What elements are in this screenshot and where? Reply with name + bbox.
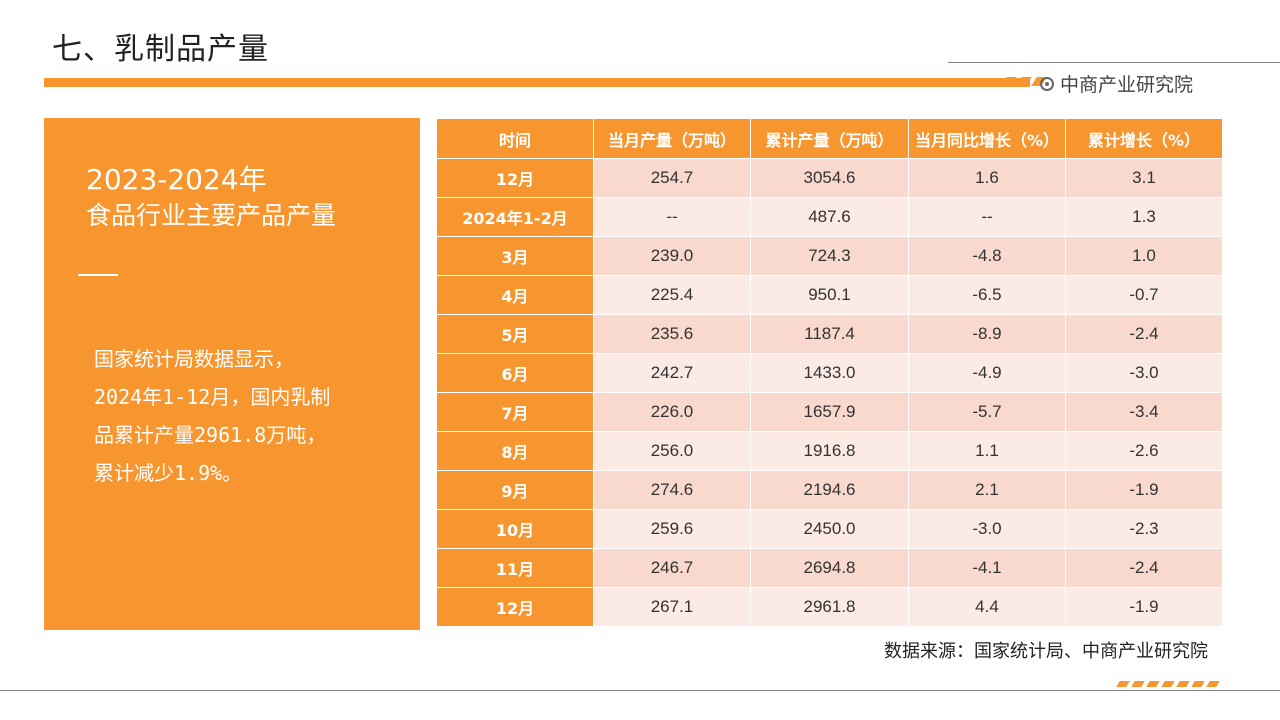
table-cell: 4.4 (908, 587, 1066, 627)
panel-year: 2023-2024年 (86, 163, 267, 196)
table-cell: -4.9 (908, 353, 1066, 393)
table-cell: 487.6 (750, 197, 909, 237)
table-row: 8月 256.0 1916.8 1.1 -2.6 (436, 431, 1223, 471)
table-cell: -4.8 (908, 236, 1066, 276)
row-period-cell: 12月 (436, 587, 594, 627)
table-cell: -8.9 (908, 314, 1066, 354)
panel-body-line: 国家统计局数据显示， (94, 347, 294, 371)
table-cell: 254.7 (593, 158, 751, 198)
table-cell: 2.1 (908, 470, 1066, 510)
table-row: 5月 235.6 1187.4 -8.9 -2.4 (436, 314, 1223, 354)
brand-header: 中商产业研究院 (1040, 70, 1193, 97)
table-cell: 242.7 (593, 353, 751, 393)
column-header-cumulative-output: 累计产量（万吨） (750, 118, 909, 159)
row-period-cell: 11月 (436, 548, 594, 588)
data-source-note: 数据来源：国家统计局、中商产业研究院 (884, 641, 1208, 662)
table-cell: 1.0 (1065, 236, 1223, 276)
panel-body-line: 累计减少1.9%。 (94, 461, 243, 485)
row-period-cell: 8月 (436, 431, 594, 471)
page-title: 七、乳制品产量 (52, 32, 269, 67)
brand-name: 中商产业研究院 (1060, 74, 1194, 96)
table-row: 9月 274.6 2194.6 2.1 -1.9 (436, 470, 1223, 510)
title-underline-bar (44, 78, 1030, 87)
row-period-cell: 5月 (436, 314, 594, 354)
table-cell: 950.1 (750, 275, 909, 315)
dairy-production-table: 时间 当月产量（万吨） 累计产量（万吨） 当月同比增长（%） 累计增长（%） 1… (436, 118, 1223, 627)
table-cell: -- (593, 197, 751, 237)
table-cell: -6.5 (908, 275, 1066, 315)
summary-panel: 2023-2024年 食品行业主要产品产量 国家统计局数据显示， 2024年1-… (44, 118, 420, 630)
table-row: 2024年1-2月 -- 487.6 -- 1.3 (436, 197, 1223, 237)
table-cell: -0.7 (1065, 275, 1223, 315)
row-period-cell: 12月 (436, 158, 594, 198)
table-cell: 239.0 (593, 236, 751, 276)
table-cell: -3.4 (1065, 392, 1223, 432)
table-row: 11月 246.7 2694.8 -4.1 -2.4 (436, 548, 1223, 588)
table-row: 10月 259.6 2450.0 -3.0 -2.3 (436, 509, 1223, 549)
row-period-cell: 7月 (436, 392, 594, 432)
panel-body-text: 国家统计局数据显示， 2024年1-12月，国内乳制 品累计产量2961.8万吨… (94, 340, 394, 492)
table-cell: 246.7 (593, 548, 751, 588)
table-cell: 235.6 (593, 314, 751, 354)
table-cell: 2694.8 (750, 548, 909, 588)
table-cell: 2450.0 (750, 509, 909, 549)
table-cell: -4.1 (908, 548, 1066, 588)
panel-body-line: 品累计产量2961.8万吨， (94, 423, 327, 447)
table-cell: -1.9 (1065, 470, 1223, 510)
table-row: 12月 254.7 3054.6 1.6 3.1 (436, 158, 1223, 198)
panel-divider (78, 274, 118, 276)
header-divider-line (948, 62, 1280, 63)
row-period-cell: 2024年1-2月 (436, 197, 594, 237)
table-cell: 724.3 (750, 236, 909, 276)
table-cell: -2.3 (1065, 509, 1223, 549)
table-cell: 1916.8 (750, 431, 909, 471)
table-row: 4月 225.4 950.1 -6.5 -0.7 (436, 275, 1223, 315)
table-cell: 1187.4 (750, 314, 909, 354)
panel-body-line: 2024年1-12月，国内乳制 (94, 385, 331, 409)
table-header-row: 时间 当月产量（万吨） 累计产量（万吨） 当月同比增长（%） 累计增长（%） (436, 118, 1223, 159)
table-row: 6月 242.7 1433.0 -4.9 -3.0 (436, 353, 1223, 393)
brand-logo-icon (1040, 76, 1054, 91)
table-row: 7月 226.0 1657.9 -5.7 -3.4 (436, 392, 1223, 432)
row-period-cell: 10月 (436, 509, 594, 549)
table-cell: 259.6 (593, 509, 751, 549)
table-row: 3月 239.0 724.3 -4.8 1.0 (436, 236, 1223, 276)
table-cell: 267.1 (593, 587, 751, 627)
table-cell: -3.0 (908, 509, 1066, 549)
column-header-monthly-output: 当月产量（万吨） (593, 118, 751, 159)
column-header-time: 时间 (436, 118, 594, 159)
row-period-cell: 6月 (436, 353, 594, 393)
table-cell: 1433.0 (750, 353, 909, 393)
table-cell: 3054.6 (750, 158, 909, 198)
table-cell: -2.4 (1065, 548, 1223, 588)
row-period-cell: 3月 (436, 236, 594, 276)
table-cell: 2194.6 (750, 470, 909, 510)
table-cell: 274.6 (593, 470, 751, 510)
table-cell: 256.0 (593, 431, 751, 471)
table-cell: 1657.9 (750, 392, 909, 432)
row-period-cell: 4月 (436, 275, 594, 315)
table-cell: 225.4 (593, 275, 751, 315)
column-header-cumulative-growth: 累计增长（%） (1065, 118, 1223, 159)
table-cell: 226.0 (593, 392, 751, 432)
table-cell: 1.1 (908, 431, 1066, 471)
table-cell: -3.0 (1065, 353, 1223, 393)
row-period-cell: 9月 (436, 470, 594, 510)
table-cell: 1.3 (1065, 197, 1223, 237)
table-cell: -- (908, 197, 1066, 237)
panel-heading: 食品行业主要产品产量 (86, 201, 337, 230)
footer-stripes-decoration (1116, 681, 1220, 687)
footer-divider-line (0, 690, 1280, 691)
header-stripes-decoration (1001, 77, 1047, 86)
table-cell: -2.4 (1065, 314, 1223, 354)
column-header-monthly-yoy: 当月同比增长（%） (908, 118, 1066, 159)
table-cell: -2.6 (1065, 431, 1223, 471)
table-cell: -1.9 (1065, 587, 1223, 627)
table-cell: 2961.8 (750, 587, 909, 627)
table-cell: 3.1 (1065, 158, 1223, 198)
table-cell: -5.7 (908, 392, 1066, 432)
table-row: 12月 267.1 2961.8 4.4 -1.9 (436, 587, 1223, 627)
table-cell: 1.6 (908, 158, 1066, 198)
